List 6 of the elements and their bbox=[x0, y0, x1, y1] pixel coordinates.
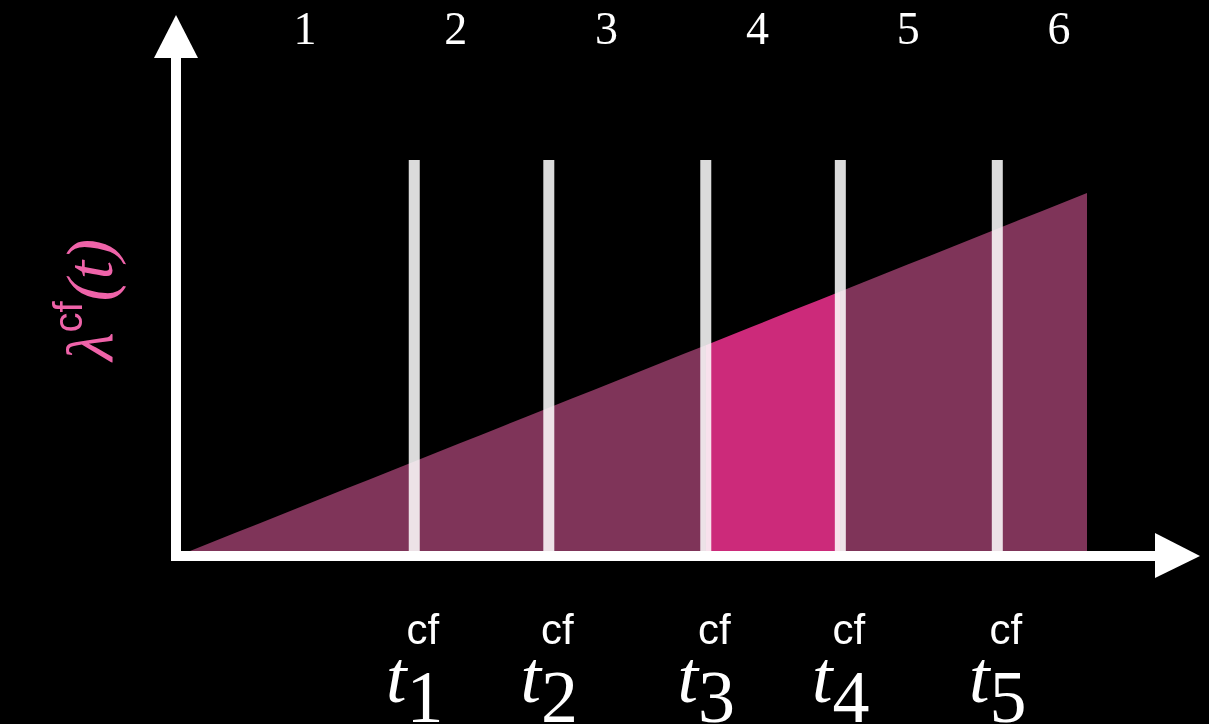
text: 3 bbox=[595, 3, 619, 54]
text: 5 bbox=[896, 3, 920, 54]
text: 6 bbox=[1047, 3, 1071, 54]
text: 4 bbox=[745, 3, 769, 54]
text: 2 bbox=[444, 3, 468, 54]
text: 1 bbox=[293, 3, 317, 54]
